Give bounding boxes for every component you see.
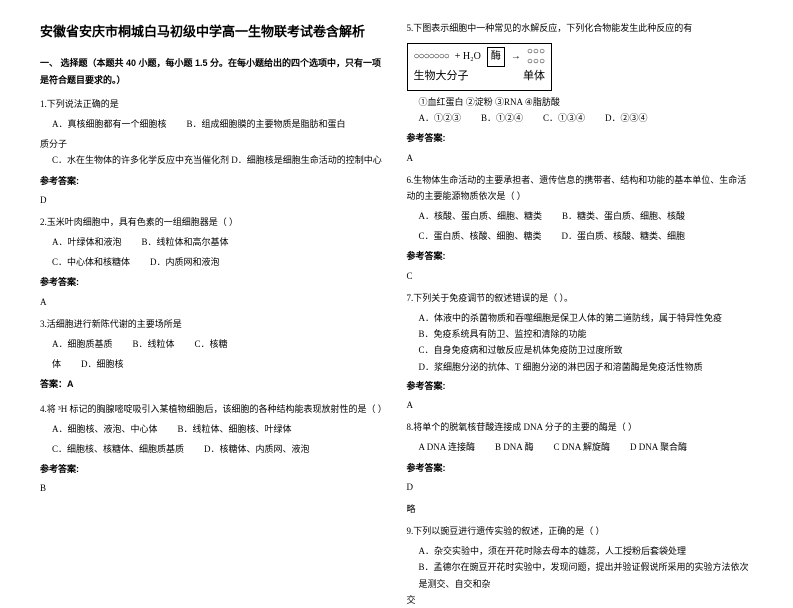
diagram-top-row: ○○○○○○○ + H₂O 酶 → ○○○ ○○○ bbox=[414, 47, 545, 67]
q8-answer-label: 参考答案: bbox=[407, 460, 754, 476]
diagram-bottom-left: 生物大分子 bbox=[414, 67, 469, 87]
q1-answer-label: 参考答案: bbox=[40, 173, 387, 189]
q3-answer-label: 答案：A bbox=[40, 376, 387, 392]
q4-answer-label: 参考答案: bbox=[40, 461, 387, 477]
q7-opt-a: A．体液中的杀菌物质和吞噬细胞是保卫人体的第二道防线，属于特异性免疫 bbox=[419, 310, 754, 326]
diagram-enzyme: 酶 bbox=[487, 47, 505, 67]
q6-opt-a: A．核酸、蛋白质、细胞、糖类 bbox=[419, 208, 543, 224]
q7-answer-label: 参考答案: bbox=[407, 378, 754, 394]
q3-options-2: 体 D．细胞核 bbox=[52, 356, 387, 372]
diagram-bottom-row: 生物大分子 单体 bbox=[414, 67, 545, 87]
q2-answer: A bbox=[40, 294, 387, 310]
q8-answer: D bbox=[407, 479, 754, 495]
q5-diagram: ○○○○○○○ + H₂O 酶 → ○○○ ○○○ 生物大分子 单体 bbox=[407, 43, 552, 91]
q5-opt-a: A．①②③ bbox=[419, 110, 462, 126]
q6-answer: C bbox=[407, 268, 754, 284]
q2-opt-d: D．内质网和液泡 bbox=[150, 254, 220, 270]
q3-opt-b: B．线粒体 bbox=[133, 336, 175, 352]
diagram-bottom-right: 单体 bbox=[523, 67, 545, 87]
q1-opt-cd: C．水在生物体的许多化学反应中充当催化剂 D．细胞核是细胞生命活动的控制中心 bbox=[52, 152, 382, 168]
q6-options-row1: A．核酸、蛋白质、细胞、糖类 B．糖类、蛋白质、细胞、核酸 bbox=[419, 208, 754, 224]
q4-opt-c: C．细胞核、核糖体、细胞质基质 bbox=[52, 441, 184, 457]
q5-options: A．①②③ B．①②④ C．①③④ D．②③④ bbox=[419, 110, 754, 126]
q5-opt-d: D．②③④ bbox=[605, 110, 648, 126]
q6-stem: 6.生物体生命活动的主要承担者、遗传信息的携带者、结构和功能的基本单位、生命活动… bbox=[407, 172, 754, 204]
q7-opt-c: C．自身免疫病和过敏反应是机体免疫防卫过度所致 bbox=[419, 342, 754, 358]
q3-opt-c: C．核糖 bbox=[195, 336, 228, 352]
q7-opt-d: D．浆细胞分泌的抗体、T 细胞分泌的淋巴因子和溶菌酶是免疫活性物质 bbox=[419, 359, 754, 375]
q8-opt-d: D DNA 聚合酶 bbox=[630, 439, 687, 455]
q9-opt-b: B．孟德尔在豌豆开花时实验中，发现问题，提出并验证假说所采用的实验方法依次是测交… bbox=[419, 559, 754, 591]
q7-answer: A bbox=[407, 397, 754, 413]
q3-opt-a: A．细胞质基质 bbox=[52, 336, 113, 352]
q8-stem: 8.将单个的脱氧核苷酸连接成 DNA 分子的主要的酶是（ ） bbox=[407, 419, 754, 435]
q8-lue: 略 bbox=[407, 501, 754, 517]
q1-opt-b2: 质分子 bbox=[40, 136, 387, 152]
q1-options-2: C．水在生物体的许多化学反应中充当催化剂 D．细胞核是细胞生命活动的控制中心 bbox=[52, 152, 387, 168]
diagram-left-chain: ○○○○○○○ bbox=[414, 48, 449, 66]
q7-opt-b: B．免疫系统具有防卫、监控和清除的功能 bbox=[419, 326, 754, 342]
q2-opt-b: B．线粒体和高尔基体 bbox=[142, 234, 229, 250]
q5-stem: 5.下图表示细胞中一种常见的水解反应，下列化合物能发生此种反应的有 bbox=[407, 20, 754, 36]
q4-opt-a: A．细胞核、液泡、中心体 bbox=[52, 421, 158, 437]
q1-opt-a: A．真核细胞都有一个细胞核 bbox=[52, 116, 167, 132]
q9-stem: 9.下列以豌豆进行遗传实验的叙述，正确的是（ ） bbox=[407, 523, 754, 539]
q6-options-row2: C．蛋白质、核酸、细胞、糖类 D．蛋白质、核酸、糖类、细胞 bbox=[419, 228, 754, 244]
q6-answer-label: 参考答案: bbox=[407, 248, 754, 264]
q3-opt-d: D．细胞核 bbox=[81, 356, 124, 372]
q6-opt-c: C．蛋白质、核酸、细胞、糖类 bbox=[419, 228, 542, 244]
arrow-icon: → bbox=[511, 48, 521, 66]
q3-opt-c2: 体 bbox=[52, 356, 61, 372]
q4-options-row2: C．细胞核、核糖体、细胞质基质 D．核糖体、内质网、液泡 bbox=[52, 441, 387, 457]
q4-options-row1: A．细胞核、液泡、中心体 B．线粒体、细胞核、叶绿体 bbox=[52, 421, 387, 437]
q4-opt-b: B．线粒体、细胞核、叶绿体 bbox=[178, 421, 292, 437]
q7-stem: 7.下列关于免疫调节的叙述错误的是（ ）。 bbox=[407, 290, 754, 306]
q2-options-row2: C．中心体和核糖体 D．内质网和液泡 bbox=[52, 254, 387, 270]
q2-answer-label: 参考答案: bbox=[40, 274, 387, 290]
q9-opt-b2: 交 bbox=[407, 592, 754, 608]
q5-opt-c: C．①③④ bbox=[543, 110, 585, 126]
q8-opt-a: A DNA 连接酶 bbox=[419, 439, 476, 455]
q1-options: A．真核细胞都有一个细胞核 B．组成细胞膜的主要物质是脂肪和蛋白 bbox=[52, 116, 387, 132]
diagram-water: + H₂O bbox=[455, 48, 481, 66]
q9-opt-a: A．杂交实验中，须在开花时除去母本的雄蕊，人工授粉后套袋处理 bbox=[419, 543, 754, 559]
q2-opt-a: A．叶绿体和液泡 bbox=[52, 234, 122, 250]
q1-stem: 1.下列说法正确的是 bbox=[40, 96, 387, 112]
q1-opt-b: B．组成细胞膜的主要物质是脂肪和蛋白 bbox=[187, 116, 346, 132]
right-column: 5.下图表示细胞中一种常见的水解反应，下列化合物能发生此种反应的有 ○○○○○○… bbox=[397, 20, 764, 541]
q4-stem: 4.将 ³H 标记的胸腺嘧啶吸引入某植物细胞后，该细胞的各种结构能表现放射性的是… bbox=[40, 401, 387, 417]
q4-opt-d: D．核糖体、内质网、液泡 bbox=[204, 441, 310, 457]
q5-answer: A bbox=[407, 150, 754, 166]
q6-opt-b: B．糖类、蛋白质、细胞、核酸 bbox=[562, 208, 685, 224]
q2-opt-c: C．中心体和核糖体 bbox=[52, 254, 130, 270]
q2-options-row1: A．叶绿体和液泡 B．线粒体和高尔基体 bbox=[52, 234, 387, 250]
q2-stem: 2.玉米叶肉细胞中，具有色素的一组细胞器是（ ） bbox=[40, 214, 387, 230]
q8-opt-b: B DNA 酶 bbox=[495, 439, 534, 455]
q5-answer-label: 参考答案: bbox=[407, 130, 754, 146]
q3-options: A．细胞质基质 B．线粒体 C．核糖 bbox=[52, 336, 387, 352]
q8-options: A DNA 连接酶 B DNA 酶 C DNA 解旋酶 D DNA 聚合酶 bbox=[419, 439, 754, 455]
q5-list: ①血红蛋白 ②淀粉 ③RNA ④脂肪酸 bbox=[419, 94, 754, 110]
left-column: 安徽省安庆市桐城白马初级中学高一生物联考试卷含解析 一、 选择题（本题共 40 … bbox=[30, 20, 397, 541]
q5-opt-b: B．①②④ bbox=[481, 110, 523, 126]
q8-opt-c: C DNA 解旋酶 bbox=[554, 439, 611, 455]
q4-answer: B bbox=[40, 480, 387, 496]
exam-title: 安徽省安庆市桐城白马初级中学高一生物联考试卷含解析 bbox=[40, 20, 387, 43]
section-heading: 一、 选择题（本题共 40 小题，每小题 1.5 分。在每小题给出的四个选项中，… bbox=[40, 55, 387, 87]
q3-stem: 3.活细胞进行新陈代谢的主要场所是 bbox=[40, 316, 387, 332]
diagram-right-row2: ○○○ bbox=[527, 56, 545, 67]
q1-answer: D bbox=[40, 192, 387, 208]
q6-opt-d: D．蛋白质、核酸、糖类、细胞 bbox=[562, 228, 686, 244]
